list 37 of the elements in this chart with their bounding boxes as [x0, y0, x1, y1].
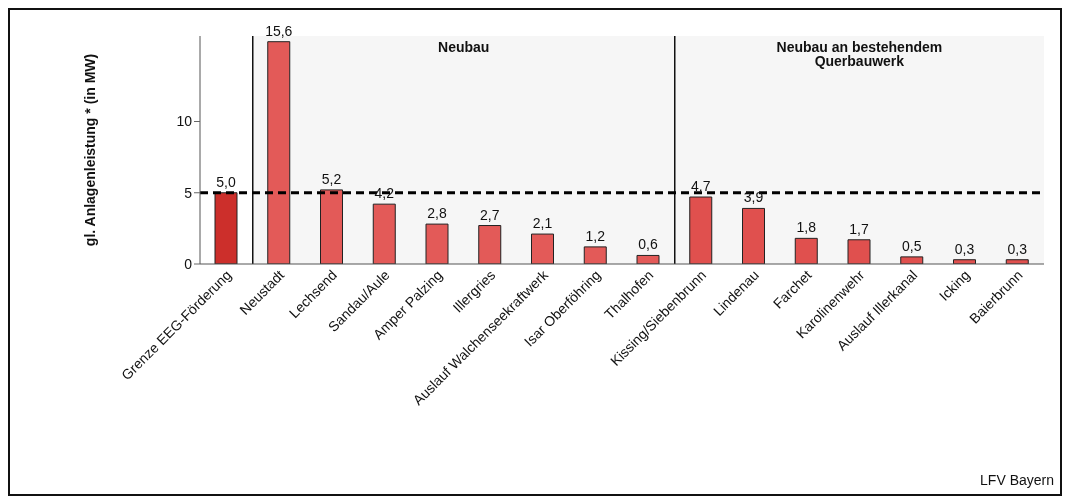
data-label: 2,7	[480, 206, 500, 223]
data-label: 2,8	[427, 205, 447, 222]
data-label: 0,6	[638, 236, 658, 253]
bar	[794, 237, 818, 264]
data-label: 4,7	[691, 178, 711, 195]
bar	[267, 41, 291, 264]
data-label: 0,3	[954, 240, 975, 257]
bar	[900, 256, 924, 264]
bar	[425, 223, 449, 264]
data-label: 1,2	[585, 227, 606, 244]
y-tick-label: 0	[184, 255, 193, 272]
bar	[478, 225, 502, 264]
bar	[742, 207, 765, 264]
data-label: 2,1	[532, 215, 553, 232]
bar	[531, 233, 554, 264]
y-tick-label: 5	[184, 184, 193, 201]
bar	[372, 203, 396, 264]
data-label: 4,2	[374, 185, 395, 202]
band-label: Neubau	[438, 38, 490, 55]
data-label: 5,0	[216, 173, 236, 190]
text: LFV Bayern	[980, 472, 1054, 488]
data-label: 3,9	[743, 189, 764, 206]
data-label: 1,7	[849, 220, 869, 237]
bar	[636, 254, 660, 264]
bar	[214, 192, 238, 264]
y-axis-title: gl. Anlagenleistung * (in MW)	[81, 53, 98, 247]
band-label: Neubau an bestehendem Querbauwerk	[776, 38, 943, 69]
bar	[689, 196, 713, 264]
data-label: 0,5	[902, 237, 922, 254]
data-label: 5,2	[321, 170, 342, 187]
data-label: 0,3	[1007, 240, 1028, 257]
bar	[320, 189, 343, 264]
y-tick-label: 10	[176, 113, 193, 130]
bar	[847, 239, 871, 264]
bar	[583, 246, 607, 264]
data-label: 1,8	[796, 219, 817, 236]
data-label: 15,6	[265, 22, 293, 39]
